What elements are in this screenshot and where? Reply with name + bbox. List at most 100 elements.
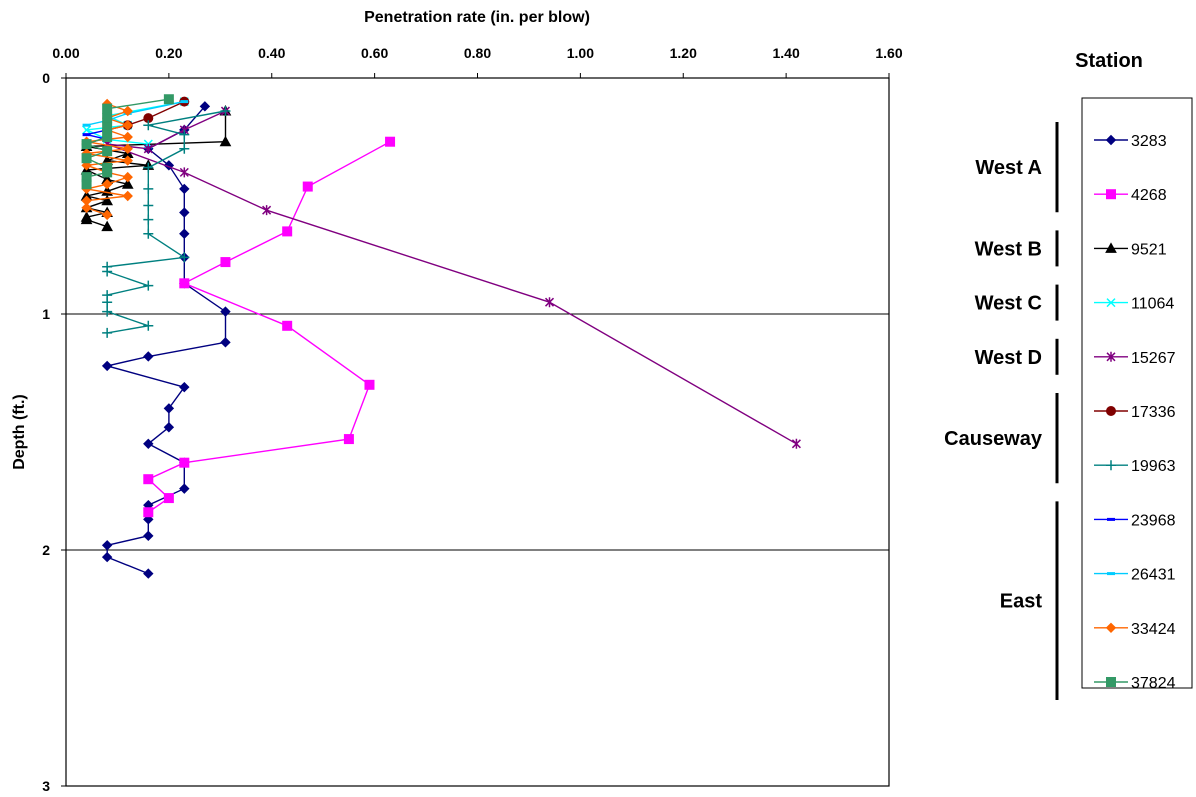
series-4268 xyxy=(143,136,396,518)
data-point-19963 xyxy=(102,327,113,338)
legend-item-15267: 15267 xyxy=(1094,350,1176,367)
series-layer xyxy=(80,94,801,579)
data-point-4268 xyxy=(163,493,174,504)
data-point-4268 xyxy=(143,474,154,485)
data-point-19963 xyxy=(143,183,154,194)
legend-label: 37824 xyxy=(1131,675,1176,692)
legend-label: 19963 xyxy=(1131,458,1176,475)
legend-swatch-marker xyxy=(1105,242,1117,253)
series-19963 xyxy=(102,106,231,338)
data-point-4268 xyxy=(385,136,396,147)
y-tick-label: 3 xyxy=(42,778,50,794)
legend-swatch-marker xyxy=(1106,460,1116,471)
data-point-3283 xyxy=(143,568,154,579)
data-point-3283 xyxy=(143,351,154,362)
legend-swatch-marker xyxy=(1105,622,1117,634)
data-point-9521 xyxy=(121,178,134,189)
legend-item-4268: 4268 xyxy=(1094,187,1167,204)
data-point-19963 xyxy=(102,306,113,317)
data-point-4268 xyxy=(179,457,190,468)
legend-label: 17336 xyxy=(1131,404,1176,421)
x-tick-label: 1.60 xyxy=(875,45,902,61)
data-point-19963 xyxy=(102,297,113,308)
data-point-3283 xyxy=(143,438,154,450)
legend-swatch-marker xyxy=(1106,406,1116,416)
group-label: West D xyxy=(975,347,1042,369)
data-point-3283 xyxy=(220,337,231,348)
data-point-33424 xyxy=(122,143,133,155)
group-west-a: West A xyxy=(975,122,1059,213)
data-point-3283 xyxy=(163,422,175,433)
data-point-9521 xyxy=(101,220,113,232)
data-point-3283 xyxy=(179,207,190,218)
data-point-33424 xyxy=(122,131,133,143)
group-west-c: West C xyxy=(975,284,1059,321)
data-point-33424 xyxy=(122,155,133,166)
group-west-b: West B xyxy=(975,230,1059,267)
series-37824 xyxy=(81,94,174,190)
x-axis-title: Penetration rate (in. per blow) xyxy=(364,9,590,26)
data-point-37824 xyxy=(102,122,113,133)
group-west-d: West D xyxy=(975,338,1059,375)
x-tick-label: 0.20 xyxy=(155,45,182,61)
data-point-4268 xyxy=(302,181,313,192)
plot-area-frame xyxy=(65,77,890,787)
legend-item-33424: 33424 xyxy=(1094,621,1176,638)
legend-swatch-marker xyxy=(1107,517,1115,521)
data-point-15267 xyxy=(143,143,153,154)
data-point-33424 xyxy=(101,178,113,190)
series-line-26431 xyxy=(86,100,185,126)
legend-label: 4268 xyxy=(1131,187,1167,204)
legend-swatch-marker xyxy=(1106,189,1116,200)
data-point-3283 xyxy=(101,551,113,563)
legend-label: 11064 xyxy=(1131,296,1174,313)
data-point-15267 xyxy=(262,205,272,216)
data-point-4268 xyxy=(364,379,375,390)
legend-swatch-marker xyxy=(1107,572,1115,576)
legend-label: 23968 xyxy=(1131,512,1176,529)
data-point-3283 xyxy=(101,360,113,372)
data-point-3283 xyxy=(179,183,190,195)
series-line-15267 xyxy=(106,110,797,445)
data-point-15267 xyxy=(179,167,189,178)
group-label: East xyxy=(1000,591,1043,613)
group-label: West C xyxy=(975,293,1042,315)
data-point-19963 xyxy=(143,228,154,239)
data-point-19963 xyxy=(143,320,154,331)
grid-layer xyxy=(66,313,889,551)
legend-label: 33424 xyxy=(1131,621,1176,638)
series-15267 xyxy=(102,106,801,449)
y-axis-title: Depth (ft.) xyxy=(11,394,28,470)
data-point-19963 xyxy=(143,200,154,211)
data-point-19963 xyxy=(143,120,154,131)
x-tick-label: 0.40 xyxy=(258,45,285,61)
y-tick-label: 0 xyxy=(42,70,50,86)
data-point-4268 xyxy=(179,278,190,289)
legend-item-19963: 19963 xyxy=(1094,458,1176,475)
data-point-19963 xyxy=(179,143,190,154)
data-point-3283 xyxy=(199,101,211,112)
data-point-26431 xyxy=(82,123,91,127)
group-label: Causeway xyxy=(944,428,1043,450)
data-point-11064 xyxy=(82,125,92,135)
data-point-23968 xyxy=(82,133,91,137)
legend-label: 26431 xyxy=(1131,567,1176,584)
data-point-37824 xyxy=(81,153,92,164)
data-point-4268 xyxy=(343,434,354,445)
group-label: West A xyxy=(975,157,1042,179)
data-point-3283 xyxy=(220,306,231,317)
legend-item-37824: 37824 xyxy=(1094,675,1176,692)
data-point-37824 xyxy=(102,167,113,178)
data-point-3283 xyxy=(179,483,190,494)
group-label: West B xyxy=(975,238,1042,260)
legend-box xyxy=(1081,97,1193,689)
data-point-3283 xyxy=(143,530,154,542)
x-tick-label: 0.00 xyxy=(52,45,79,61)
legend-swatch-marker xyxy=(1106,677,1116,687)
x-tick-label: 1.00 xyxy=(567,45,594,61)
data-point-15267 xyxy=(544,297,555,308)
ticks-layer: 0.00 0.20 0.40 0.60 0.80 1.00 1.20 1.40 1.60 0 1 2 3 xyxy=(42,45,903,794)
data-point-19963 xyxy=(220,106,231,117)
x-tick-label: 0.80 xyxy=(464,45,491,61)
